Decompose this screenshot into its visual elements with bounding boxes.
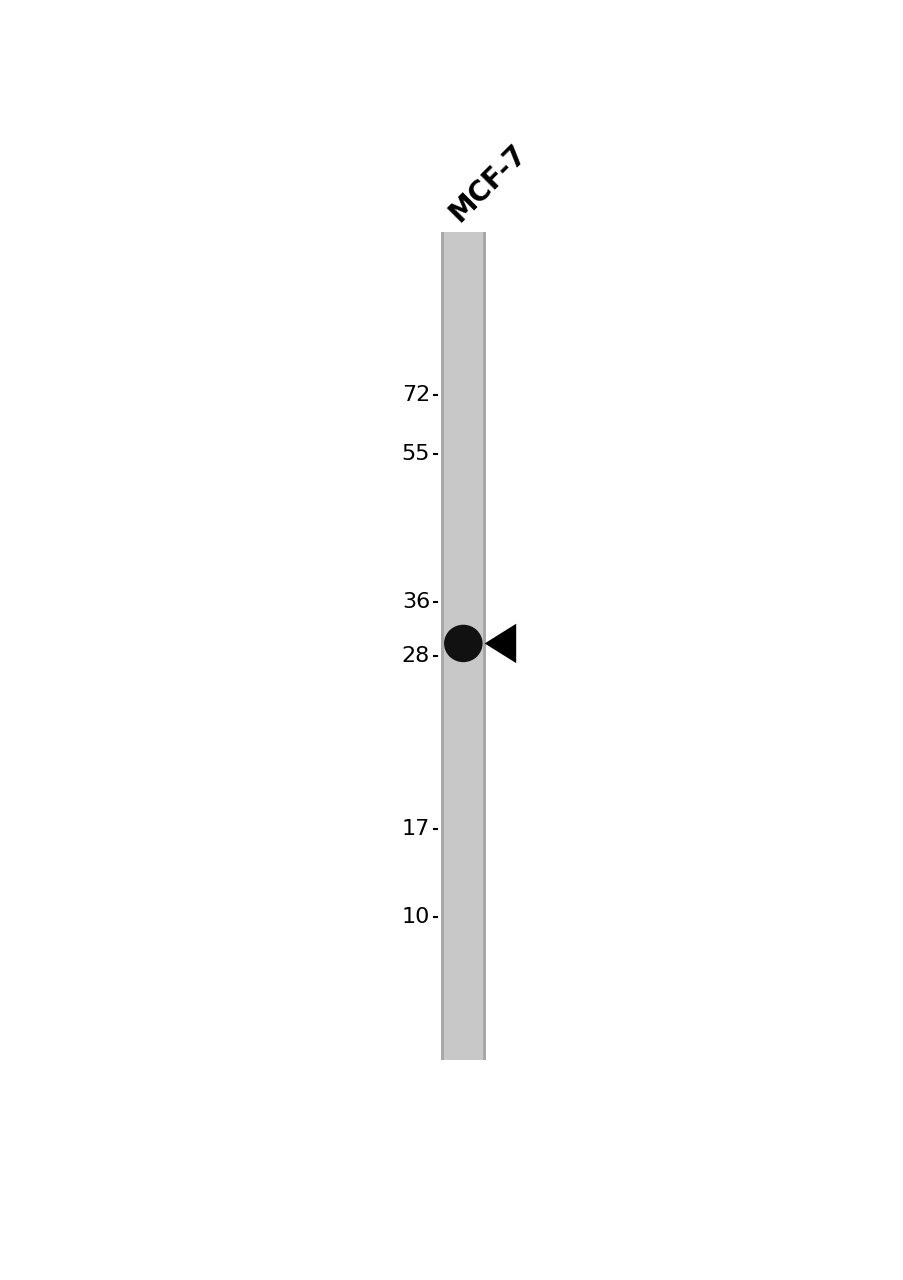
Text: 72: 72 [401, 385, 430, 404]
Polygon shape [484, 623, 516, 663]
Bar [482, 233, 486, 1060]
Text: MCF-7: MCF-7 [443, 140, 531, 228]
Text: 55: 55 [401, 444, 430, 465]
Bar [440, 233, 443, 1060]
Bar [440, 233, 486, 1060]
Text: 28: 28 [401, 646, 430, 667]
Text: 36: 36 [401, 593, 430, 612]
Text: 10: 10 [401, 908, 430, 928]
Text: 17: 17 [401, 819, 430, 838]
Ellipse shape [443, 625, 482, 662]
